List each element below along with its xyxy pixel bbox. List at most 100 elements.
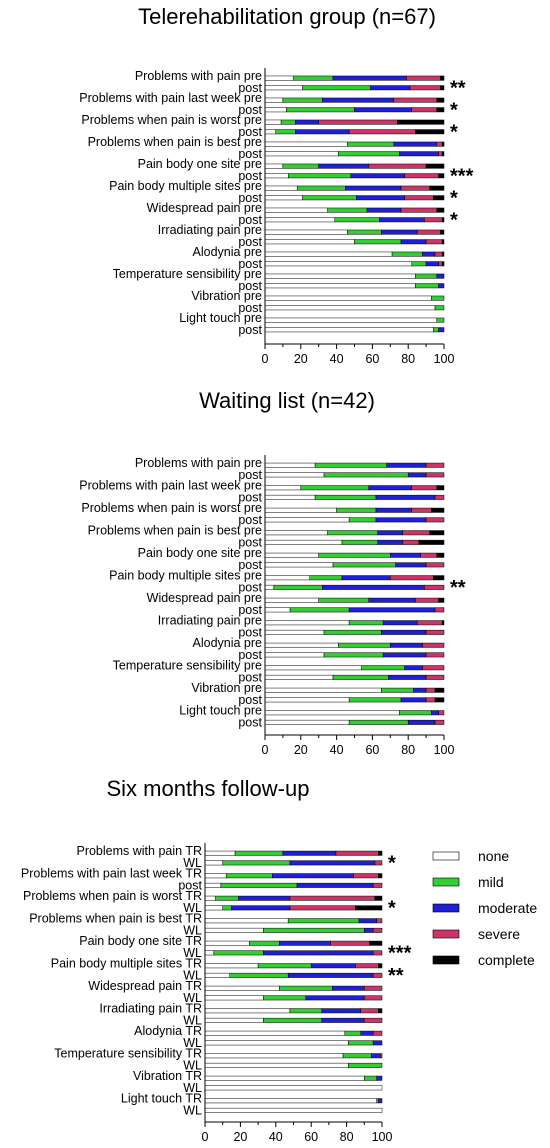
row-sublabel-problems-when-pain-is-best: post bbox=[238, 147, 262, 161]
bar-light-touch-pre-none bbox=[264, 317, 438, 323]
row-label-temperature-sensibility: Temperature sensibility pre bbox=[113, 659, 262, 673]
bar-widespread-pain-pre-severe bbox=[415, 597, 439, 603]
bar-problems-when-pain-is-best-pre-mild bbox=[327, 530, 379, 536]
legend-label-moderate: moderate bbox=[478, 900, 537, 916]
bar-alodynia-tr-mild bbox=[344, 1030, 362, 1036]
row-sublabel-problems-with-pain: WL bbox=[183, 856, 202, 870]
bar-problems-with-pain-last-week-post-none bbox=[264, 494, 316, 500]
bar-problems-with-pain-wl-severe bbox=[374, 860, 383, 866]
bar-irradiating-pain-wl-severe bbox=[364, 1017, 383, 1023]
row-sublabel-vibration: post bbox=[238, 693, 262, 707]
bar-temperature-sensibility-post-moderate bbox=[438, 283, 445, 289]
bar-problems-when-pain-is-worst-pre-severe bbox=[411, 507, 432, 513]
bar-alodynia-post-severe bbox=[425, 652, 445, 658]
bar-pain-body-one-site-post-complete bbox=[438, 173, 445, 179]
row-label-problems-with-pain: Problems with pain pre bbox=[135, 69, 262, 83]
bar-pain-body-one-site-tr-severe bbox=[330, 940, 370, 946]
bar-irradiating-pain-post-mild bbox=[323, 629, 382, 635]
bar-pain-body-one-site-tr-moderate bbox=[279, 940, 331, 946]
bar-irradiating-pain-post-moderate bbox=[400, 239, 427, 245]
row-label-problems-with-pain-last-week: Problems with pain last week pre bbox=[79, 91, 262, 105]
significance-pain-body-one-site: *** bbox=[450, 166, 474, 188]
bar-problems-with-pain-last-week-post-none bbox=[264, 107, 287, 113]
bar-problems-with-pain-pre-severe bbox=[406, 75, 441, 81]
chart-title-waiting-list: Waiting list (n=42) bbox=[199, 388, 375, 413]
row-label-temperature-sensibility: Temperature sensibility TR bbox=[54, 1047, 202, 1061]
bar-widespread-pain-pre-severe bbox=[400, 207, 438, 213]
bar-problems-with-pain-post-complete bbox=[440, 85, 445, 91]
bar-problems-with-pain-last-week-post-mild bbox=[314, 494, 377, 500]
significance-pain-body-multiple-sites: ** bbox=[388, 965, 404, 987]
bar-problems-with-pain-last-week-tr-moderate bbox=[272, 873, 354, 879]
bar-pain-body-multiple-sites-pre-severe bbox=[390, 575, 434, 581]
x-tick-label-60: 60 bbox=[304, 1130, 318, 1144]
bar-problems-when-pain-is-best-post-moderate bbox=[377, 539, 404, 545]
row-sublabel-problems-with-pain: post bbox=[238, 81, 262, 95]
bar-vibration-post-none bbox=[264, 697, 350, 703]
bar-problems-when-pain-is-best-pre-none bbox=[264, 141, 348, 147]
row-label-irradiating-pain: Irradiating pain TR bbox=[99, 1002, 202, 1016]
bar-problems-when-pain-is-best-tr-moderate bbox=[358, 918, 377, 924]
bar-problems-when-pain-is-best-post-none bbox=[264, 151, 339, 157]
bar-problems-when-pain-is-worst-tr-moderate bbox=[238, 895, 291, 901]
bar-pain-body-one-site-pre-none bbox=[264, 552, 319, 558]
bar-irradiating-pain-tr-moderate bbox=[321, 1008, 362, 1014]
x-tick-label-60: 60 bbox=[365, 743, 379, 757]
row-label-pain-body-one-site: Pain body one site pre bbox=[138, 157, 262, 171]
bar-temperature-sensibility-wl-mild bbox=[348, 1062, 383, 1068]
bar-problems-when-pain-is-worst-wl-complete bbox=[355, 905, 383, 911]
row-label-problems-with-pain: Problems with pain TR bbox=[76, 844, 202, 858]
bar-vibration-pre-mild bbox=[381, 687, 414, 693]
bar-problems-when-pain-is-best-pre-moderate bbox=[377, 530, 404, 536]
row-sublabel-pain-body-multiple-sites: WL bbox=[183, 969, 202, 983]
bar-irradiating-pain-pre-none bbox=[264, 620, 350, 626]
bar-problems-with-pain-last-week-post-severe bbox=[434, 494, 445, 500]
row-label-problems-when-pain-is-best: Problems when pain is best TR bbox=[29, 912, 202, 926]
bar-problems-with-pain-post-severe bbox=[409, 85, 441, 91]
bar-alodynia-pre-none bbox=[264, 642, 339, 648]
bar-widespread-pain-post-mild bbox=[289, 607, 350, 613]
bar-problems-when-pain-is-best-post-mild bbox=[341, 539, 379, 545]
bar-alodynia-wl-none bbox=[204, 1040, 349, 1046]
bar-widespread-pain-tr-mild bbox=[279, 985, 333, 991]
bar-pain-body-one-site-wl-none bbox=[204, 950, 215, 956]
significance-problems-with-pain: * bbox=[388, 853, 396, 875]
bar-problems-when-pain-is-worst-post-mild bbox=[275, 129, 296, 135]
bar-irradiating-pain-post-severe bbox=[425, 629, 445, 635]
bar-temperature-sensibility-post-moderate bbox=[388, 674, 427, 680]
row-label-problems-when-pain-is-worst: Problems when pain is worst TR bbox=[23, 889, 202, 903]
bar-temperature-sensibility-pre-mild bbox=[415, 273, 438, 279]
row-sublabel-widespread-pain: post bbox=[238, 213, 262, 227]
significance-pain-body-multiple-sites: ** bbox=[450, 577, 466, 599]
bar-pain-body-one-site-pre-severe bbox=[368, 163, 427, 169]
bar-problems-when-pain-is-worst-wl-none bbox=[204, 905, 223, 911]
legend-label-severe: severe bbox=[478, 926, 520, 942]
x-tick-label-40: 40 bbox=[330, 743, 344, 757]
bar-problems-with-pain-tr-severe bbox=[335, 850, 379, 856]
bar-problems-when-pain-is-best-wl-mild bbox=[263, 927, 365, 933]
bar-light-touch-tr-moderate bbox=[378, 1098, 383, 1104]
bar-problems-with-pain-last-week-pre-complete bbox=[436, 97, 445, 103]
bar-problems-when-pain-is-worst-pre-severe bbox=[318, 119, 398, 125]
bar-pain-body-one-site-post-severe bbox=[404, 173, 439, 179]
bar-pain-body-one-site-tr-mild bbox=[249, 940, 280, 946]
bar-widespread-pain-post-none bbox=[264, 217, 336, 223]
bar-pain-body-multiple-sites-tr-mild bbox=[257, 963, 312, 969]
bar-problems-when-pain-is-worst-post-none bbox=[264, 517, 350, 523]
bar-pain-body-multiple-sites-pre-none bbox=[264, 185, 298, 191]
bar-vibration-post-complete bbox=[434, 697, 445, 703]
x-tick-label-40: 40 bbox=[330, 352, 344, 366]
bar-problems-when-pain-is-best-pre-severe bbox=[402, 530, 430, 536]
bar-pain-body-one-site-tr-complete bbox=[369, 940, 383, 946]
x-tick-label-100: 100 bbox=[434, 743, 455, 757]
bar-light-touch-post-none bbox=[264, 327, 434, 333]
bar-alodynia-post-moderate bbox=[382, 652, 427, 658]
bar-problems-when-pain-is-best-pre-mild bbox=[347, 141, 395, 147]
bar-problems-when-pain-is-best-post-severe bbox=[402, 539, 420, 545]
x-tick-label-40: 40 bbox=[269, 1130, 283, 1144]
bar-widespread-pain-pre-moderate bbox=[368, 597, 416, 603]
row-sublabel-pain-body-multiple-sites: post bbox=[238, 581, 262, 595]
bar-problems-with-pain-last-week-tr-complete bbox=[378, 873, 383, 879]
bar-light-touch-pre-mild bbox=[436, 317, 445, 323]
bar-problems-when-pain-is-worst-pre-mild bbox=[280, 119, 296, 125]
